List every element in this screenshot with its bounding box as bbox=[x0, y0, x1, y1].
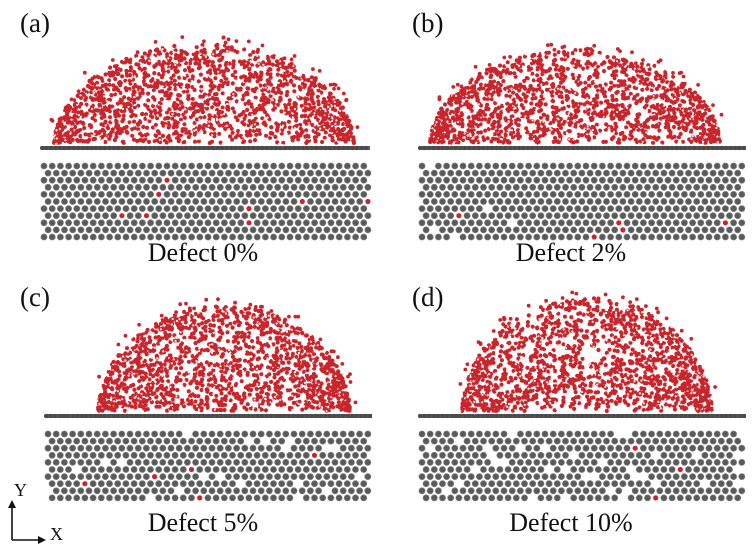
axes-arrows-icon bbox=[8, 500, 46, 544]
y-axis-label: Y bbox=[14, 480, 27, 500]
graphene-sheet bbox=[418, 162, 746, 241]
simulation-scene-d bbox=[417, 290, 747, 502]
panel-caption: Defect 0% bbox=[147, 238, 259, 267]
simulation-scene-a bbox=[39, 35, 372, 241]
panel-caption: Defect 5% bbox=[147, 508, 259, 537]
graphene-side-view bbox=[417, 145, 747, 151]
panel-label: (a) bbox=[20, 8, 50, 38]
simulation-scene-b bbox=[417, 42, 747, 241]
graphene-side-view bbox=[43, 413, 373, 419]
panel-caption: Defect 10% bbox=[509, 508, 633, 537]
water-droplet bbox=[458, 290, 717, 415]
panel-b: (b) Defect 2% bbox=[386, 0, 756, 272]
graphene-side-view bbox=[39, 145, 370, 151]
panel-label: (d) bbox=[412, 282, 444, 312]
panel-d: (d) Defect 10% bbox=[386, 276, 756, 548]
simulation-scene-c bbox=[43, 297, 373, 502]
water-droplet bbox=[427, 42, 724, 147]
graphene-sheet bbox=[40, 162, 372, 241]
coordinate-axes: Y X bbox=[6, 478, 76, 548]
water-droplet bbox=[49, 35, 360, 147]
panel-a: (a) Defect 0% bbox=[18, 0, 388, 272]
water-droplet bbox=[96, 297, 358, 414]
graphene-sheet bbox=[418, 430, 746, 502]
graphene-sheet bbox=[44, 430, 372, 502]
graphene-side-view bbox=[417, 413, 747, 419]
x-axis-label: X bbox=[50, 524, 63, 544]
panel-c: (c) Defect 5% bbox=[18, 276, 388, 548]
panel-label: (b) bbox=[412, 8, 444, 38]
panel-label: (c) bbox=[20, 282, 50, 312]
panel-caption: Defect 2% bbox=[515, 238, 627, 267]
